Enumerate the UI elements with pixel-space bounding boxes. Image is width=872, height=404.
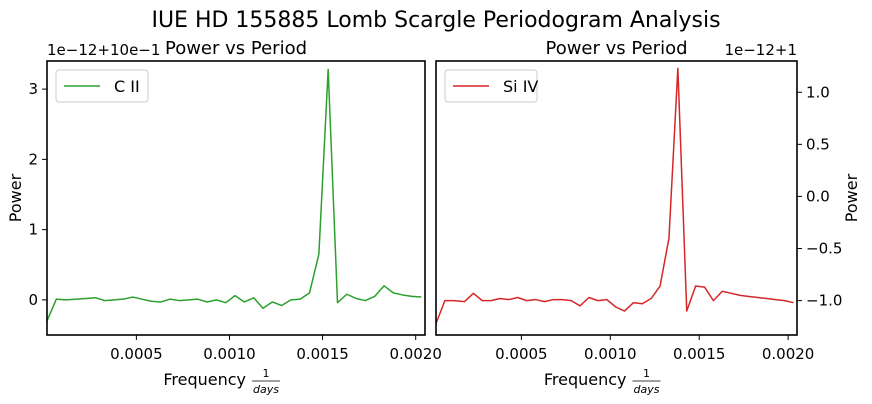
left-y-tick-label: 1 xyxy=(28,221,38,239)
right-x-tick-label: 0.0020 xyxy=(762,345,815,363)
right-y-axis-label: Power xyxy=(842,173,861,222)
right-x-tick-label: 0.0005 xyxy=(495,345,548,363)
right-x-tick-label: 0.0010 xyxy=(584,345,637,363)
left-x-tick-label: 0.0010 xyxy=(203,345,256,363)
left-x-axis-label-denominator: days xyxy=(253,383,279,396)
right-y-tick-label: 0.5 xyxy=(806,135,830,153)
left-chart-title: Power vs Period xyxy=(165,38,307,59)
right-y-tick-label: 0.0 xyxy=(806,187,830,205)
left-offset-text: 1e−12+10e−1 xyxy=(47,41,160,59)
left-legend-box xyxy=(55,69,149,103)
left-x-tick-label: 0.0020 xyxy=(389,345,442,363)
left-x-tick-label: 0.0005 xyxy=(110,345,163,363)
left-y-tick-label: 3 xyxy=(28,80,38,98)
right-x-axis-label: Frequency xyxy=(544,370,627,389)
left-x-axis-label: Frequency xyxy=(163,370,246,389)
right-chart-panel: 0.0005 0.0010 0.0015 0.0020 −1.0 −0.5 0.0 0.5 1.… xyxy=(435,38,861,396)
figure-suptitle: IUE HD 155885 Lomb Scargle Periodogram A… xyxy=(151,8,720,33)
right-legend-label: Si IV xyxy=(503,77,538,96)
left-x-axis-label-numerator: 1 xyxy=(263,367,270,380)
right-chart-title: Power vs Period xyxy=(545,38,687,59)
right-x-axis-label-numerator: 1 xyxy=(643,367,650,380)
left-chart-panel: 0.0005 0.0010 0.0015 0.0020 0 1 2 3 1e−12+10e−1 P… xyxy=(6,38,442,396)
left-y-axis-label: Power xyxy=(6,173,25,222)
left-axes-frame xyxy=(46,60,426,336)
right-y-tick-label: −1.0 xyxy=(806,292,842,310)
left-y-tick-label: 2 xyxy=(28,150,38,168)
left-y-tick-label: 0 xyxy=(28,291,38,309)
left-legend-label: C II xyxy=(114,77,140,96)
right-x-axis-label-denominator: days xyxy=(634,383,660,396)
right-y-tick-label: −0.5 xyxy=(806,240,842,258)
left-plot-area xyxy=(47,61,425,335)
left-x-tick-label: 0.0015 xyxy=(296,345,349,363)
right-axes-frame xyxy=(435,60,798,336)
left-series-line-0 xyxy=(47,68,422,322)
right-offset-text: 1e−12+1 xyxy=(724,41,797,59)
right-plot-area xyxy=(436,61,797,335)
right-legend-box xyxy=(444,69,538,103)
right-y-tick-label: 1.0 xyxy=(806,83,830,101)
right-series-line-0 xyxy=(436,67,794,324)
right-x-tick-label: 0.0015 xyxy=(673,345,726,363)
